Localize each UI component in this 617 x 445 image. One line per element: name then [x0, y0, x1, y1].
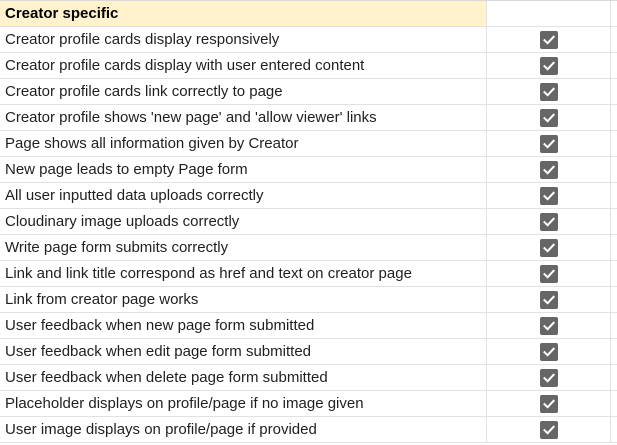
- test-case-status-cell: [487, 157, 611, 182]
- overflow-cell[interactable]: [611, 105, 617, 130]
- test-case-status-cell: [487, 417, 611, 442]
- table-row: Creator profile shows 'new page' and 'al…: [0, 105, 617, 131]
- test-case-status-cell: [487, 27, 611, 52]
- test-case-label-cell[interactable]: All user inputted data uploads correctly: [0, 183, 487, 208]
- table-row: Write page form submits correctly: [0, 235, 617, 261]
- checkbox-checked-icon[interactable]: [539, 82, 558, 101]
- test-case-status-cell: [487, 391, 611, 416]
- checkbox-checked-icon[interactable]: [539, 212, 558, 231]
- table-row: Link and link title correspond as href a…: [0, 261, 617, 287]
- test-case-label-cell[interactable]: Link and link title correspond as href a…: [0, 261, 487, 286]
- overflow-cell[interactable]: [611, 313, 617, 338]
- test-case-status-cell: [487, 53, 611, 78]
- test-case-status-cell: [487, 79, 611, 104]
- table-row: User feedback when new page form submitt…: [0, 313, 617, 339]
- test-case-status-cell: [487, 365, 611, 390]
- table-row: Creator profile cards display responsive…: [0, 27, 617, 53]
- test-case-label-cell[interactable]: Cloudinary image uploads correctly: [0, 209, 487, 234]
- test-case-label-cell[interactable]: User feedback when new page form submitt…: [0, 313, 487, 338]
- table-row: Creator profile cards link correctly to …: [0, 79, 617, 105]
- checkbox-checked-icon[interactable]: [539, 160, 558, 179]
- table-row: New page leads to empty Page form: [0, 157, 617, 183]
- test-case-label-cell[interactable]: Write page form submits correctly: [0, 235, 487, 260]
- section-title-cell[interactable]: Creator specific: [0, 1, 487, 26]
- test-case-label-cell[interactable]: User feedback when edit page form submit…: [0, 339, 487, 364]
- test-case-label-cell[interactable]: Creator profile cards display with user …: [0, 53, 487, 78]
- test-case-label-cell[interactable]: Creator profile cards link correctly to …: [0, 79, 487, 104]
- overflow-cell[interactable]: [611, 287, 617, 312]
- table-row: Link from creator page works: [0, 287, 617, 313]
- header-empty-cell[interactable]: [487, 1, 611, 26]
- overflow-cell[interactable]: [611, 261, 617, 286]
- test-case-label-cell[interactable]: Creator profile cards display responsive…: [0, 27, 487, 52]
- checkbox-checked-icon[interactable]: [539, 30, 558, 49]
- test-case-status-cell: [487, 235, 611, 260]
- checkbox-checked-icon[interactable]: [539, 342, 558, 361]
- overflow-cell[interactable]: [611, 235, 617, 260]
- overflow-cell[interactable]: [611, 339, 617, 364]
- overflow-cell[interactable]: [611, 183, 617, 208]
- checkbox-checked-icon[interactable]: [539, 134, 558, 153]
- overflow-cell[interactable]: [611, 27, 617, 52]
- test-case-status-cell: [487, 131, 611, 156]
- overflow-cell[interactable]: [611, 417, 617, 442]
- test-case-label-cell[interactable]: User image displays on profile/page if p…: [0, 417, 487, 442]
- header-overflow-cell[interactable]: [611, 1, 617, 26]
- checkbox-checked-icon[interactable]: [539, 264, 558, 283]
- overflow-cell[interactable]: [611, 391, 617, 416]
- table-row: Page shows all information given by Crea…: [0, 131, 617, 157]
- table-row: Creator profile cards display with user …: [0, 53, 617, 79]
- table-row: User feedback when delete page form subm…: [0, 365, 617, 391]
- test-case-status-cell: [487, 287, 611, 312]
- test-case-label-cell[interactable]: Page shows all information given by Crea…: [0, 131, 487, 156]
- test-case-status-cell: [487, 209, 611, 234]
- test-case-list: Creator profile cards display responsive…: [0, 27, 617, 443]
- test-case-status-cell: [487, 313, 611, 338]
- checkbox-checked-icon[interactable]: [539, 368, 558, 387]
- test-case-label-cell[interactable]: User feedback when delete page form subm…: [0, 365, 487, 390]
- overflow-cell[interactable]: [611, 209, 617, 234]
- checkbox-checked-icon[interactable]: [539, 108, 558, 127]
- test-case-status-cell: [487, 339, 611, 364]
- checkbox-checked-icon[interactable]: [539, 186, 558, 205]
- checkbox-checked-icon[interactable]: [539, 290, 558, 309]
- test-case-label-cell[interactable]: New page leads to empty Page form: [0, 157, 487, 182]
- section-header-row: Creator specific: [0, 1, 617, 27]
- test-case-status-cell: [487, 105, 611, 130]
- overflow-cell[interactable]: [611, 157, 617, 182]
- table-row: Cloudinary image uploads correctly: [0, 209, 617, 235]
- table-row: Placeholder displays on profile/page if …: [0, 391, 617, 417]
- overflow-cell[interactable]: [611, 79, 617, 104]
- checkbox-checked-icon[interactable]: [539, 56, 558, 75]
- checkbox-checked-icon[interactable]: [539, 238, 558, 257]
- test-case-label-cell[interactable]: Link from creator page works: [0, 287, 487, 312]
- test-case-status-cell: [487, 261, 611, 286]
- overflow-cell[interactable]: [611, 53, 617, 78]
- table-row: User image displays on profile/page if p…: [0, 417, 617, 443]
- checkbox-checked-icon[interactable]: [539, 394, 558, 413]
- checkbox-checked-icon[interactable]: [539, 316, 558, 335]
- overflow-cell[interactable]: [611, 365, 617, 390]
- test-case-label-cell[interactable]: Placeholder displays on profile/page if …: [0, 391, 487, 416]
- checkbox-checked-icon[interactable]: [539, 420, 558, 439]
- overflow-cell[interactable]: [611, 131, 617, 156]
- test-case-label-cell[interactable]: Creator profile shows 'new page' and 'al…: [0, 105, 487, 130]
- table-row: User feedback when edit page form submit…: [0, 339, 617, 365]
- test-case-status-cell: [487, 183, 611, 208]
- table-row: All user inputted data uploads correctly: [0, 183, 617, 209]
